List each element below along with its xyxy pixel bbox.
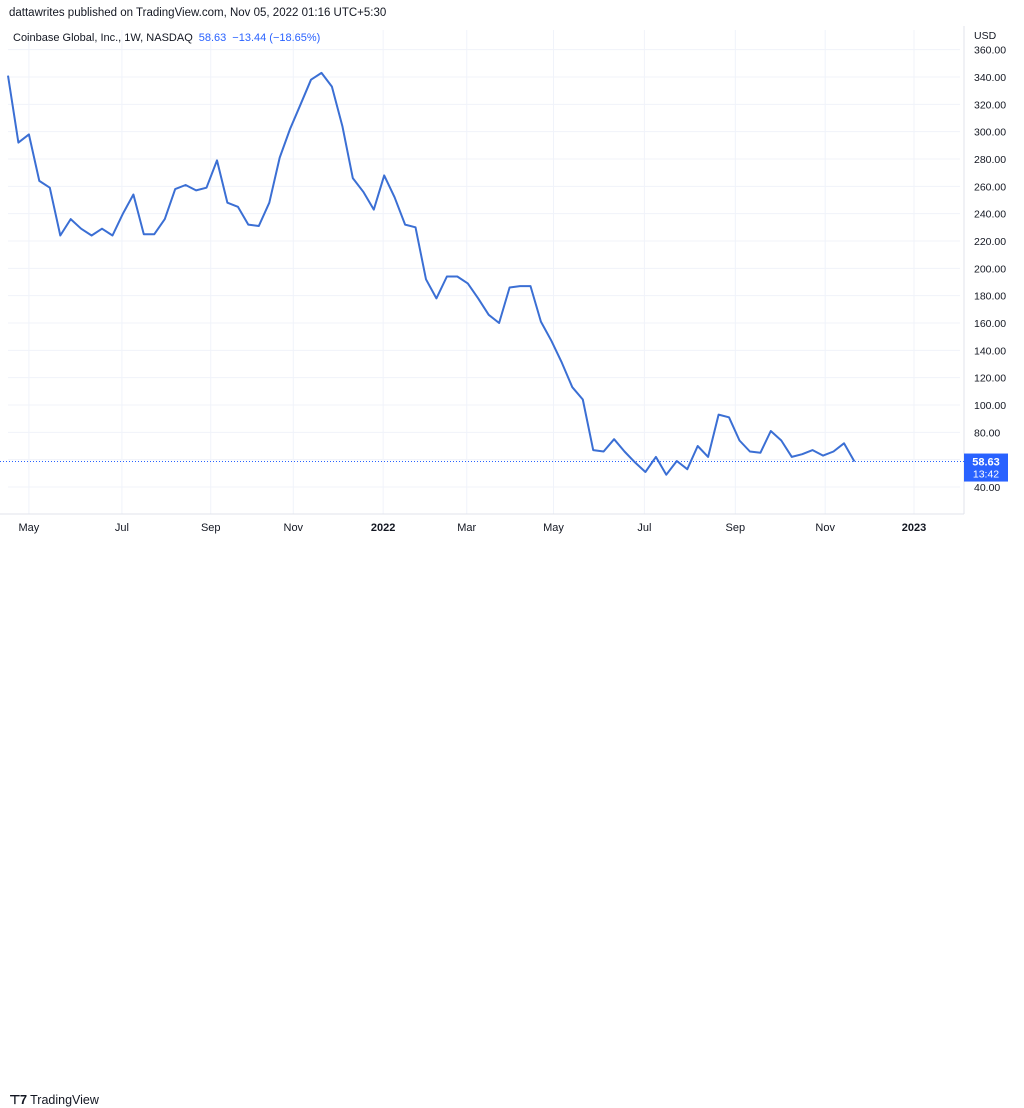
tradingview-logo-text: TradingView (30, 1093, 99, 1107)
x-tick-label: Jul (115, 522, 129, 534)
x-tick-label: 2023 (902, 522, 926, 534)
y-tick-label: 120.00 (974, 373, 1006, 385)
price-tag-countdown: 13:42 (973, 469, 999, 481)
symbol-description: Coinbase Global, Inc., 1W, NASDAQ (13, 32, 193, 44)
grid-lines (0, 26, 965, 515)
time-axis[interactable]: May Jul Sep Nov 2022 Mar May Jul Sep Nov 2023 (19, 522, 927, 534)
y-tick-label: 40.00 (974, 482, 1000, 494)
x-tick-label: Sep (726, 522, 746, 534)
y-tick-label: 260.00 (974, 181, 1006, 193)
price-change: −13.44 (−18.65%) (232, 32, 321, 44)
price-axis[interactable]: 40.00 80.00 100.00 120.00 140.00 160.00 180.00… (974, 30, 1006, 494)
x-tick-label: May (19, 522, 40, 534)
top-bar: dattawrites published on TradingView.com… (0, 0, 1024, 26)
y-tick-label: 140.00 (974, 345, 1006, 357)
y-tick-label: 300.00 (974, 127, 1006, 139)
published-caption: dattawrites published on TradingView.com… (9, 7, 387, 19)
y-tick-label: 160.00 (974, 318, 1006, 330)
tradingview-logo[interactable]: ⊤7 TradingView (9, 1092, 99, 1108)
price-chart[interactable]: 40.00 80.00 100.00 120.00 140.00 160.00 180.00… (0, 26, 1024, 544)
y-tick-label: 340.00 (974, 72, 1006, 84)
x-tick-label: May (543, 522, 564, 534)
y-axis-unit-label: USD (974, 30, 997, 42)
x-tick-label: 2022 (371, 522, 395, 534)
y-tick-label: 100.00 (974, 400, 1006, 412)
chart-frame[interactable]: 40.00 80.00 100.00 120.00 140.00 160.00 180.00… (0, 26, 1024, 544)
y-tick-label: 280.00 (974, 154, 1006, 166)
symbol-legend[interactable]: Coinbase Global, Inc., 1W, NASDAQ 58.63 −1… (13, 32, 320, 44)
price-tag-box (964, 453, 1008, 482)
y-tick-label: 320.00 (974, 99, 1006, 111)
x-tick-label: Nov (284, 522, 304, 534)
footer-bar: ⊤7 TradingView (0, 544, 1024, 1107)
y-tick-label: 240.00 (974, 209, 1006, 221)
tradingview-logo-icon: ⊤7 (9, 1092, 27, 1107)
x-tick-label: Nov (815, 522, 835, 534)
price-tag-value: 58.63 (972, 457, 1000, 469)
price-line (7, 71, 856, 476)
price-series (0, 71, 964, 476)
y-tick-label: 180.00 (974, 291, 1006, 303)
x-tick-label: Sep (201, 522, 221, 534)
y-tick-label: 220.00 (974, 236, 1006, 248)
y-tick-label: 360.00 (974, 45, 1006, 57)
y-tick-label: 80.00 (974, 427, 1000, 439)
last-price: 58.63 (198, 32, 227, 44)
x-tick-label: Mar (457, 522, 476, 534)
x-tick-label: Jul (637, 522, 651, 534)
y-tick-label: 200.00 (974, 263, 1006, 275)
